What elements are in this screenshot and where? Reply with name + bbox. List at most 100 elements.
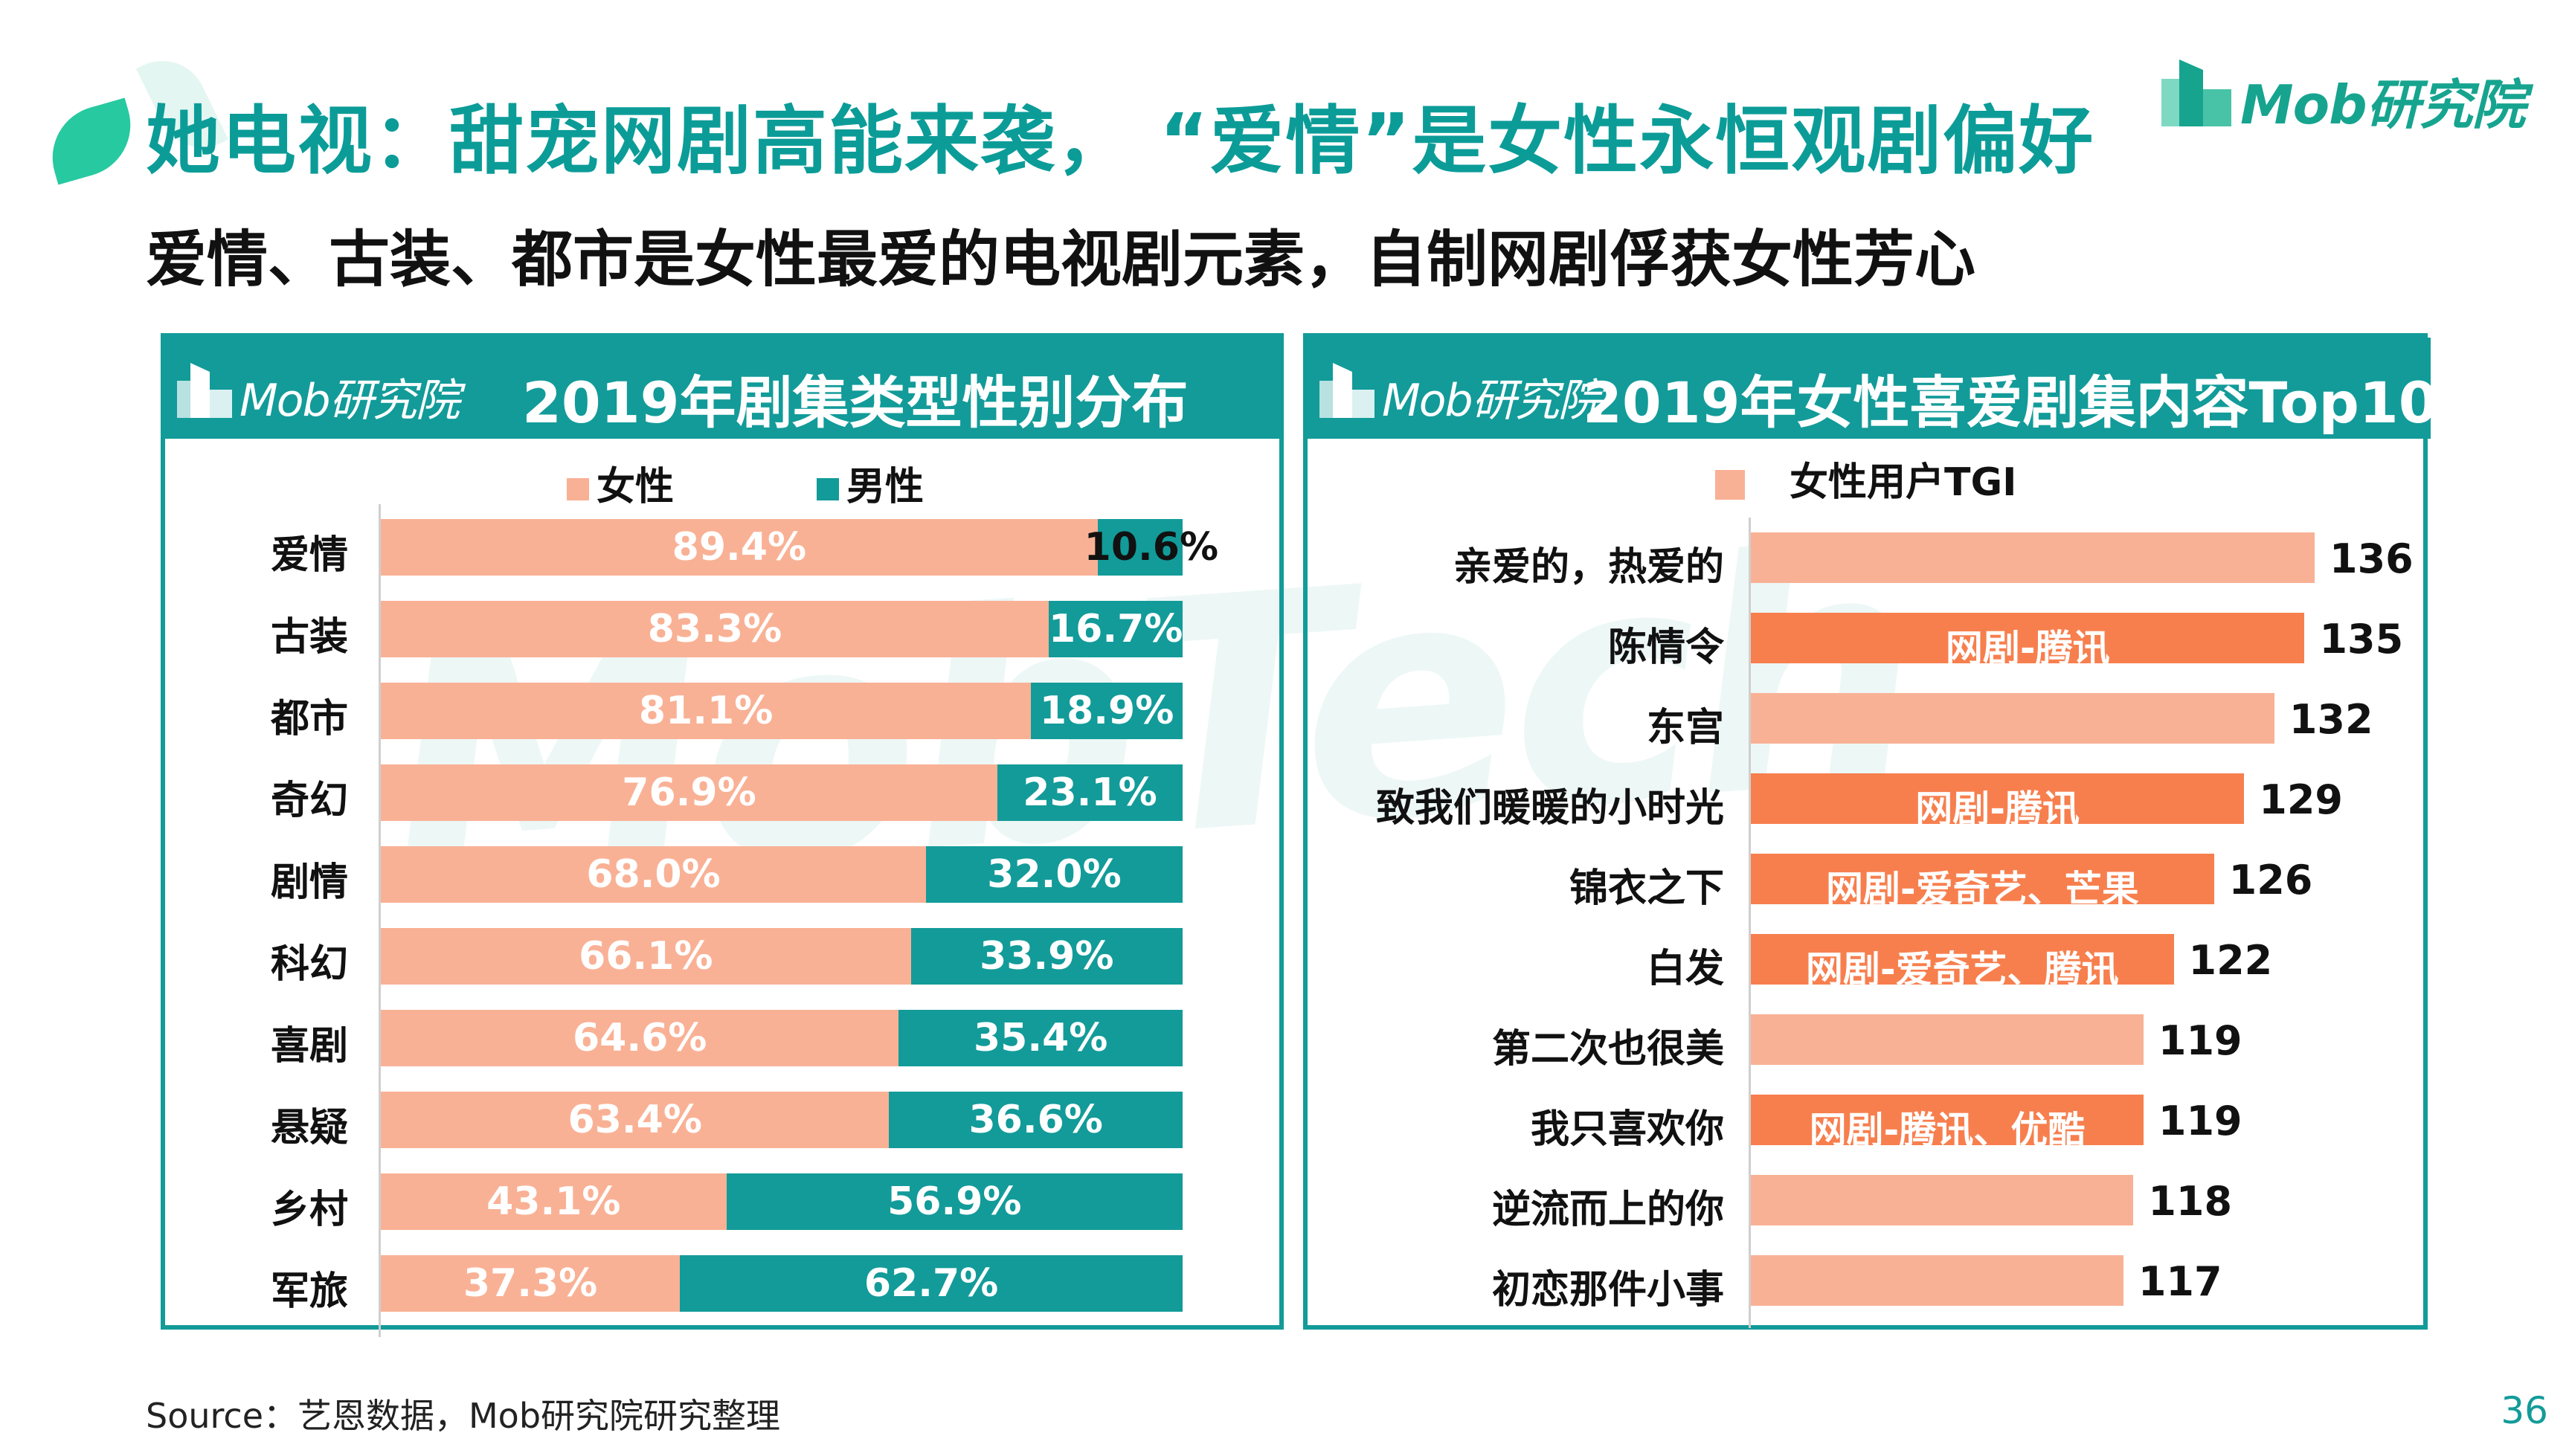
tgi-bar (1751, 693, 2274, 744)
page-title: 她电视：甜宠网剧高能来袭， “爱情”是女性永恒观剧偏好 (146, 97, 2095, 184)
category-label: 悬疑 (270, 1106, 348, 1150)
tgi-bar (1751, 613, 2305, 663)
panel-logo-text: Mob研究院 (1382, 375, 1603, 427)
legend-label-male: 男性 (846, 465, 925, 509)
category-label: 军旅 (270, 1269, 348, 1314)
bar-female (381, 683, 1032, 739)
data-label-male: 10.6% (1084, 525, 1219, 570)
tgi-bar (1751, 1014, 2144, 1065)
tgi-value: 136 (2330, 535, 2414, 582)
bar-female (381, 928, 911, 985)
axis-line (1749, 518, 1751, 1328)
bar-female (381, 846, 927, 903)
header-leaf-icon (40, 97, 143, 185)
platform-tag: 网剧-腾讯 (1945, 627, 2110, 670)
data-label-male: 56.9% (887, 1179, 1022, 1224)
legend-item-tgi: 女性用户TGI (1715, 451, 2017, 506)
tgi-bar (1751, 854, 2214, 904)
show-label: 我只喜欢你 (1530, 1107, 1724, 1152)
show-label: 逆流而上的你 (1491, 1188, 1724, 1232)
data-label-male: 36.6% (968, 1098, 1103, 1142)
show-label: 致我们暖暖的小时光 (1375, 786, 1724, 831)
data-label-male: 16.7% (1048, 607, 1183, 651)
tgi-value: 132 (2289, 696, 2373, 743)
platform-tag: 网剧-爱奇艺、腾讯 (1805, 948, 2119, 991)
platform-tag: 网剧-腾讯 (1915, 787, 2080, 831)
tgi-bar (1751, 773, 2245, 824)
data-label-male: 62.7% (864, 1261, 999, 1306)
show-label: 陈情令 (1607, 625, 1724, 670)
tgi-value: 119 (2158, 1098, 2242, 1144)
tgi-value: 119 (2158, 1017, 2242, 1064)
category-label: 剧情 (270, 860, 348, 905)
bar-male (726, 1173, 1183, 1230)
axis-line (379, 504, 381, 1337)
show-label: 亲爱的，热爱的 (1453, 545, 1724, 590)
chart-title: 2019年女性喜爱剧集内容Top10 (1583, 370, 2438, 436)
brand-name: Mob研究院 (2240, 74, 2526, 136)
panel-logo: Mob研究院 (174, 348, 460, 430)
data-label-male: 32.0% (987, 852, 1122, 897)
data-label-female: 43.1% (486, 1179, 621, 1224)
data-label-female: 66.1% (579, 934, 713, 979)
legend-label-tgi: 女性用户TGI (1790, 460, 2017, 505)
tgi-value: 117 (2138, 1258, 2222, 1305)
top10-panel: Mob研究院 2019年女性喜爱剧集内容Top10 女性用户TGI 亲爱的，热爱… (1303, 333, 2438, 1330)
bar-female (381, 764, 997, 821)
bar-male (898, 1010, 1183, 1066)
brand-building-icon (2161, 59, 2231, 126)
bar-female (381, 1255, 681, 1312)
category-label: 都市 (270, 697, 348, 741)
brand-logo: Mob研究院 (2157, 49, 2529, 136)
category-label: 科幻 (270, 942, 348, 987)
show-label: 第二次也很美 (1491, 1027, 1724, 1072)
bar-male (997, 764, 1183, 821)
data-label-male: 18.9% (1039, 689, 1174, 733)
page-number: 36 (2501, 1389, 2548, 1432)
bar-female (381, 601, 1049, 657)
bar-male (1031, 683, 1183, 739)
category-label: 古装 (270, 615, 348, 660)
page-subtitle: 爱情、古装、都市是女性最爱的电视剧元素，自制网剧俘获女性芳心 (146, 225, 1976, 295)
bar-male (889, 1092, 1183, 1148)
show-label: 白发 (1646, 947, 1724, 991)
tgi-value: 118 (2148, 1178, 2233, 1225)
tgi-value: 126 (2228, 857, 2313, 903)
show-label: 初恋那件小事 (1491, 1268, 1724, 1312)
tgi-value: 122 (2188, 937, 2273, 984)
tgi-bar (1751, 1175, 2134, 1225)
category-label: 奇幻 (270, 779, 348, 823)
data-label-female: 64.6% (572, 1016, 707, 1060)
legend-swatch-male (817, 478, 839, 500)
tgi-bar (1751, 1095, 2144, 1145)
category-label: 乡村 (270, 1188, 348, 1232)
tgi-value: 129 (2259, 776, 2343, 823)
legend-item-female: 女性 (567, 455, 674, 511)
panel-header: Mob研究院 2019年剧集类型性别分布 (165, 338, 1279, 439)
bar-male (926, 846, 1183, 903)
gender-distribution-panel: Mob研究院 2019年剧集类型性别分布 女性 男性 爱情 89.4% 10.6% 古… (161, 333, 1284, 1337)
show-label: 东宫 (1646, 706, 1724, 750)
panel-logo-icon (177, 363, 232, 418)
tgi-bar (1751, 532, 2315, 583)
bar-female (381, 519, 1098, 576)
bar-female (381, 1092, 890, 1148)
tgi-bar (1751, 1255, 2123, 1306)
data-label-female: 63.4% (568, 1098, 702, 1142)
data-label-female: 89.4% (672, 525, 807, 570)
category-label: 喜剧 (270, 1024, 348, 1069)
tgi-bar (1751, 934, 2174, 985)
data-label-male: 35.4% (973, 1016, 1108, 1060)
data-label-female: 76.9% (622, 770, 756, 815)
data-label-female: 37.3% (463, 1261, 598, 1306)
tgi-value: 135 (2319, 616, 2404, 663)
data-label-female: 68.0% (586, 852, 721, 897)
legend-swatch-female (567, 478, 589, 500)
panel-logo: Mob研究院 (1316, 348, 1603, 430)
platform-tag: 网剧-爱奇艺、芒果 (1825, 868, 2139, 911)
source-note: Source：艺恩数据，Mob研究院研究整理 (146, 1396, 781, 1436)
panel-logo-text: Mob研究院 (239, 375, 460, 427)
bar-male (910, 928, 1183, 985)
bar-female (381, 1010, 899, 1066)
data-label-male: 23.1% (1023, 770, 1157, 815)
